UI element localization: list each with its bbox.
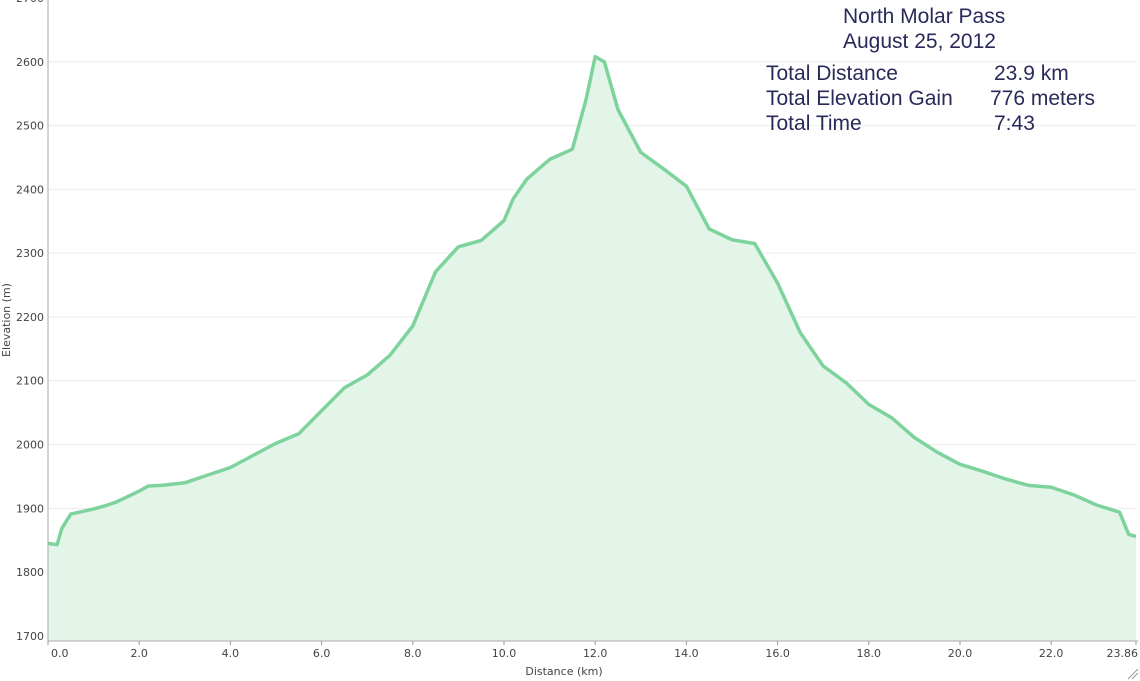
x-tick-label: 16.0: [765, 647, 790, 660]
x-tick-label: 10.0: [492, 647, 517, 660]
y-tick-label: 2000: [16, 439, 44, 452]
y-tick-label: 2500: [16, 120, 44, 133]
stat-label: Total Distance: [766, 62, 898, 85]
x-tick-label: 14.0: [674, 647, 699, 660]
stat-label: Total Time: [766, 112, 862, 135]
y-tick-label: 1700: [16, 630, 44, 643]
x-tick-label: 12.0: [583, 647, 608, 660]
x-tick-label: 0.0: [51, 647, 69, 660]
y-tick-label: 2400: [16, 183, 44, 196]
x-tick-label: 18.0: [857, 647, 882, 660]
x-tick-label: 23.86: [1107, 647, 1139, 660]
stat-value: 23.9 km: [994, 62, 1069, 85]
stat-value: 776 meters: [990, 87, 1095, 110]
plot-layer: 1700 1800 1900 2000 2100 2200 2300 2400 2500 2600…: [16, 0, 1138, 660]
x-tick-label: 4.0: [222, 647, 240, 660]
x-tick-label: 22.0: [1039, 647, 1064, 660]
x-tick-label: 6.0: [313, 647, 331, 660]
x-axis-label: Distance (km): [525, 665, 602, 678]
y-tick-label: 1800: [16, 566, 44, 579]
y-tick-label: 2100: [16, 375, 44, 388]
y-tick-label: 1900: [16, 502, 44, 515]
area: [48, 56, 1136, 641]
y-tick-label: 2700: [16, 0, 44, 5]
y-tick-label: 2300: [16, 247, 44, 260]
line: [47, 54, 1137, 547]
y-tick-label: 2200: [16, 311, 44, 324]
y-tick-label: 2600: [16, 56, 44, 69]
x-tick-label: 8.0: [404, 647, 422, 660]
stat-value: 7:43: [994, 112, 1035, 135]
x-tick-label: 20.0: [948, 647, 973, 660]
y-axis-label: Elevation (m): [0, 283, 13, 357]
resize-grip: [1127, 668, 1139, 680]
stat-label: Total Elevation Gain: [766, 87, 953, 110]
x-tick-label: 2.0: [130, 647, 148, 660]
chart-title: North Molar Pass: [843, 5, 1005, 28]
chart-subtitle: August 25, 2012: [843, 30, 996, 53]
